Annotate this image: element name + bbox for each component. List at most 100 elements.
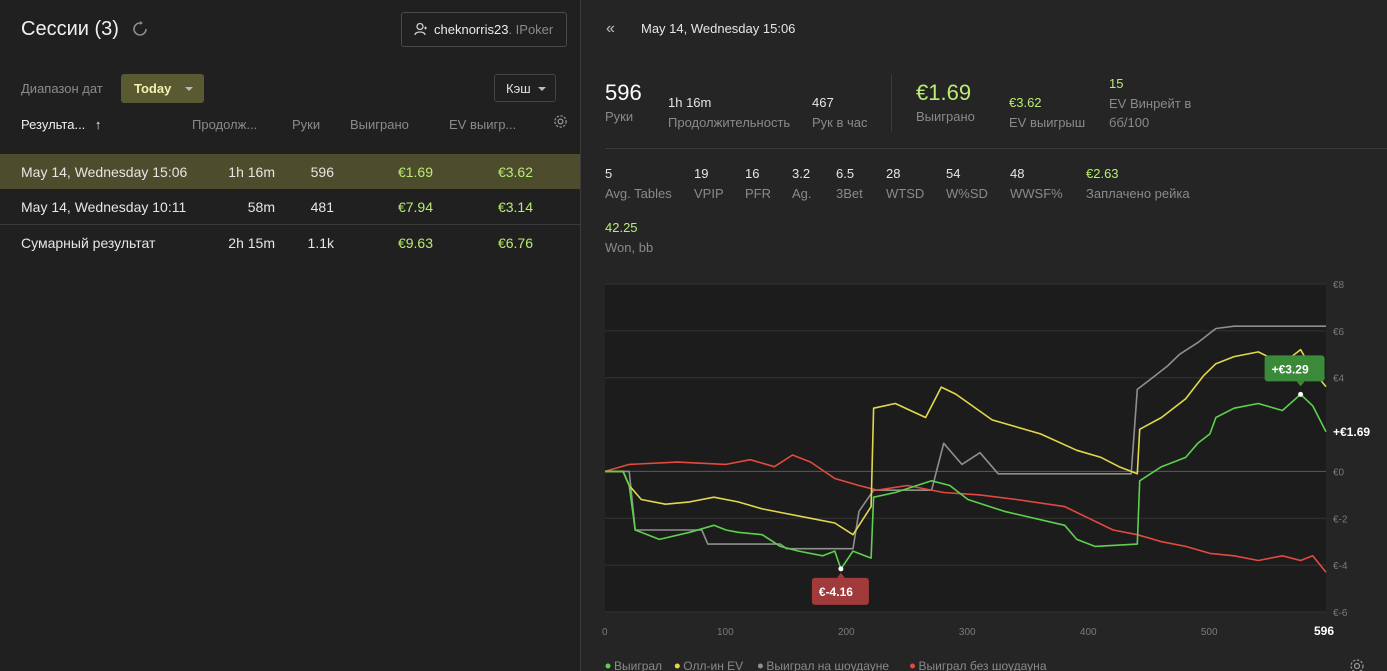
row-duration: 2h 15m [228,235,275,251]
date-range-dropdown[interactable]: Today [121,74,204,103]
user-icon [414,22,428,41]
column-header-result-label: Результа... [21,117,86,132]
y-tick-label: €6 [1333,327,1345,338]
session-title: May 14, Wednesday 15:06 [641,21,796,36]
final-value-label: +€1.69 [1333,425,1370,439]
summary-ev-winrate-value: 15 [1109,76,1124,91]
panel-divider [580,0,581,671]
summary-duration-label: Продолжительность [668,115,791,130]
summary-divider [891,75,892,132]
legend-label: Выиграл на шоудауне [766,659,889,671]
x-tick-label: 300 [959,627,976,638]
chart-grid [605,283,1326,613]
game-type-dropdown[interactable]: Кэш [494,74,556,102]
stat-wsd-value: 54 [946,166,961,181]
summary-ev-winrate-label: EV Винрейт в [1109,96,1192,111]
section-divider [605,148,1387,149]
sessions-title: Сессии (3) [21,18,119,40]
stat-3bet-value: 6.5 [836,166,855,181]
summary-duration-value: 1h 16m [668,95,712,110]
summary-ev-won-value: €3.62 [1009,95,1042,110]
x-tick-label: 0 [602,627,608,638]
row-won: €1.69 [397,164,433,180]
stat-pfr-label: PFR [745,186,771,201]
collapse-left-icon[interactable]: « [606,20,615,37]
sessions-panel: Сессии (3) cheknorris23. IPoker Диапазон… [0,0,580,671]
stat-rake-value: €2.63 [1086,166,1119,181]
summary-ev-winrate-label-unit: бб/100 [1109,115,1150,130]
chart-ticks: €8 €6 €4 €0 €-2 €-4 €-6 0 100 200 300 400 500 596 [602,280,1348,638]
sort-ascending-icon: ↑ [94,117,102,132]
column-header-won[interactable]: Выиграно [350,117,409,132]
stat-wtsd-value: 28 [886,166,901,181]
stat-rake-label: Заплачено рейка [1086,186,1190,201]
legend-label: Выиграл [614,659,662,671]
stat-ag-label: Ag. [792,186,812,201]
table-row[interactable]: May 14, Wednesday 10:11 58m 481 €7.94 €3… [0,189,580,224]
game-type-value: Кэш [506,81,531,96]
y-tick-label: €-6 [1333,608,1348,619]
user-account-button[interactable]: cheknorris23. IPoker [401,12,567,47]
legend-swatch [757,663,763,669]
chart-annotations: +€3.29 €-4.16 +€1.69 [811,355,1370,605]
x-tick-label: 200 [838,627,855,638]
legend-swatch [674,663,680,669]
y-tick-label: €4 [1333,374,1345,385]
table-row[interactable]: May 14, Wednesday 15:06 1h 16m 596 €1.69… [0,154,580,189]
column-header-duration[interactable]: Продолж... [192,117,258,132]
summary-hands-value: 596 [605,80,642,105]
stat-pfr-value: 16 [745,166,760,181]
max-annotation-label: +€3.29 [1272,362,1309,376]
gear-inner [1353,662,1361,670]
x-tick-label: 596 [1314,624,1334,638]
row-won: €9.63 [397,235,433,251]
stat-vpip-label: VPIP [694,186,724,201]
date-range-value: Today [134,81,172,96]
column-header-hands[interactable]: Руки [292,117,321,132]
y-tick-label: €-2 [1333,514,1348,525]
summary-won-label: Выиграно [916,109,975,124]
max-annotation-box [1264,355,1325,382]
max-point-marker [1298,391,1304,397]
series-line [604,454,1327,573]
row-duration: 58m [247,199,275,215]
row-won: €7.94 [397,199,433,215]
chart-series [604,325,1327,573]
series-line [605,348,1327,536]
legend-swatch [910,663,915,669]
row-name: May 14, Wednesday 10:11 [21,199,187,215]
summary-won-value: €1.69 [916,80,972,105]
stat-wtsd-label: WTSD [886,186,925,201]
stat-wwsf-value: 48 [1010,166,1025,181]
y-tick-label: €8 [1333,280,1345,291]
series-line [605,393,1327,570]
row-hands: 481 [310,199,334,215]
x-tick-label: 400 [1080,627,1097,638]
gear-outer [1350,659,1364,671]
stat-wsd-label: W%SD [946,186,988,201]
chevron-down-icon [185,87,193,91]
date-range-label: Диапазон дат [21,81,103,96]
column-header-result[interactable]: Результа... ↑ [21,117,101,132]
stat-avg-tables-label: Avg. Tables [605,186,672,201]
min-annotation-label: €-4.16 [819,585,853,599]
chevron-down-icon [538,87,546,91]
column-header-ev-won[interactable]: EV выигр... [449,117,517,132]
refresh-icon[interactable] [132,21,148,37]
legend-label: Олл-ин EV [683,659,743,671]
legend-label: Выиграл без шоудауна [919,659,1047,671]
summary-ev-won-label: EV выигрыш [1009,115,1086,130]
row-ev: €6.76 [497,235,533,251]
gear-icon[interactable] [553,114,568,134]
row-name: May 14, Wednesday 15:06 [21,164,188,180]
row-hands: 1.1k [307,235,334,251]
chart-legend: Выиграл Олл-ин EV Выиграл на шоудауне Выигр… [605,659,1364,671]
stat-ag-value: 3.2 [792,166,811,181]
won-bb-value: 42.25 [605,220,638,235]
stat-3bet-label: 3Bet [836,186,863,201]
stat-wwsf-label: WWSF% [1010,186,1063,201]
summary-hph-label: Рук в час [812,115,868,130]
table-row-total[interactable]: Сумарный результат 2h 15m 1.1k €9.63 €6.… [0,224,580,260]
x-tick-label: 100 [717,627,734,638]
row-hands: 596 [310,164,334,180]
